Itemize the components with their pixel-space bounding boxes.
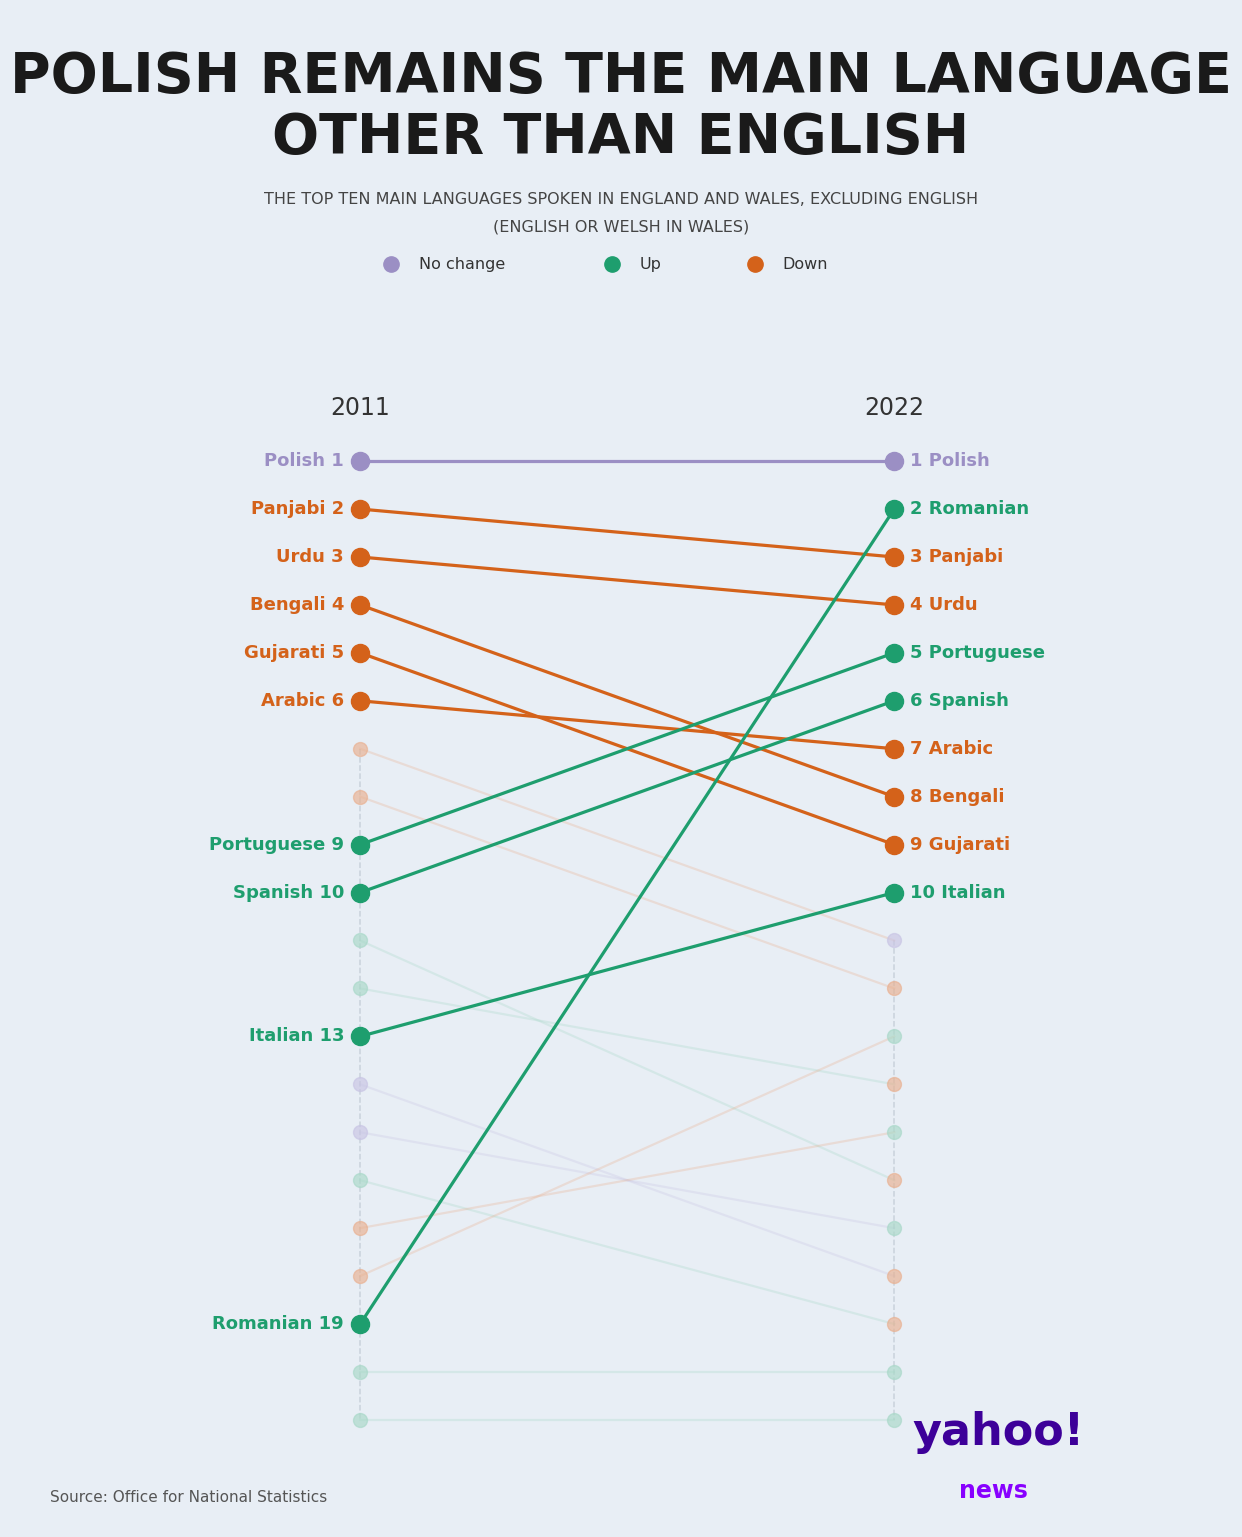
- Text: Up: Up: [640, 257, 662, 272]
- Text: Bengali 4: Bengali 4: [250, 596, 344, 613]
- Text: 5 Portuguese: 5 Portuguese: [910, 644, 1046, 662]
- Text: 7 Arabic: 7 Arabic: [910, 739, 994, 758]
- Text: 3 Panjabi: 3 Panjabi: [910, 549, 1004, 566]
- Text: 2 Romanian: 2 Romanian: [910, 500, 1030, 518]
- Text: (ENGLISH OR WELSH IN WALES): (ENGLISH OR WELSH IN WALES): [493, 220, 749, 235]
- Text: 1 Polish: 1 Polish: [910, 452, 990, 470]
- Text: Spanish 10: Spanish 10: [232, 884, 344, 902]
- Text: Polish 1: Polish 1: [265, 452, 344, 470]
- Text: Portuguese 9: Portuguese 9: [209, 836, 344, 853]
- Text: 2011: 2011: [330, 395, 390, 420]
- Text: THE TOP TEN MAIN LANGUAGES SPOKEN IN ENGLAND AND WALES, EXCLUDING ENGLISH: THE TOP TEN MAIN LANGUAGES SPOKEN IN ENG…: [265, 192, 977, 207]
- Text: No change: No change: [419, 257, 504, 272]
- Text: 8 Bengali: 8 Bengali: [910, 787, 1005, 805]
- Text: 9 Gujarati: 9 Gujarati: [910, 836, 1011, 853]
- Text: Source: Office for National Statistics: Source: Office for National Statistics: [50, 1489, 327, 1505]
- Text: Down: Down: [782, 257, 828, 272]
- Text: Gujarati 5: Gujarati 5: [243, 644, 344, 662]
- Text: 2022: 2022: [864, 395, 924, 420]
- Text: POLISH REMAINS THE MAIN LANGUAGE: POLISH REMAINS THE MAIN LANGUAGE: [10, 49, 1232, 105]
- Text: Italian 13: Italian 13: [248, 1027, 344, 1045]
- Text: 10 Italian: 10 Italian: [910, 884, 1006, 902]
- Text: Panjabi 2: Panjabi 2: [251, 500, 344, 518]
- Text: Arabic 6: Arabic 6: [261, 692, 344, 710]
- Text: 6 Spanish: 6 Spanish: [910, 692, 1010, 710]
- Text: 4 Urdu: 4 Urdu: [910, 596, 977, 613]
- Text: Romanian 19: Romanian 19: [212, 1316, 344, 1333]
- Text: yahoo!: yahoo!: [913, 1411, 1086, 1454]
- Text: Urdu 3: Urdu 3: [277, 549, 344, 566]
- Text: news: news: [959, 1479, 1028, 1503]
- Text: OTHER THAN ENGLISH: OTHER THAN ENGLISH: [272, 111, 970, 166]
